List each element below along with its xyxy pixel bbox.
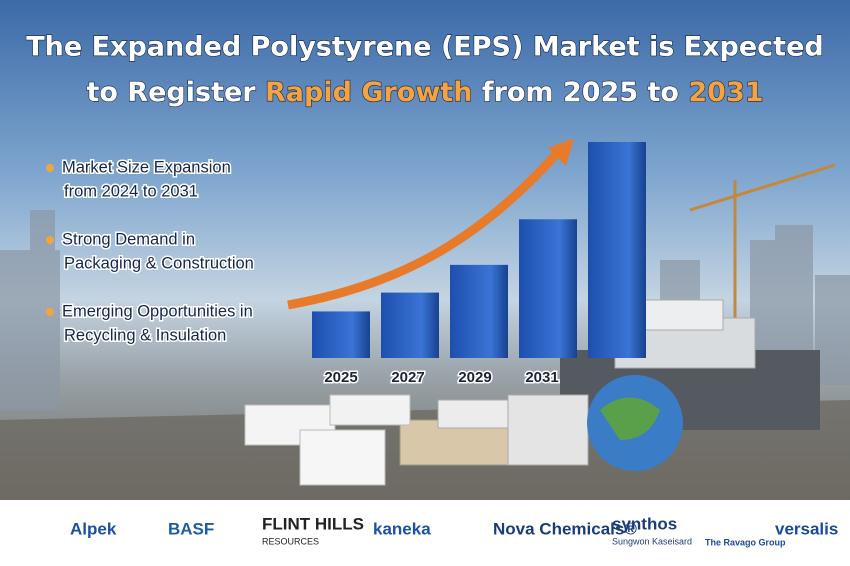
logo-subtext: RESOURCES xyxy=(262,536,319,546)
eps-blocks xyxy=(244,299,820,486)
title-line: to Register Rapid Growth from 2025 to 20… xyxy=(86,77,763,108)
x-tick-label: 2031 xyxy=(525,369,558,386)
title-segment: from 2025 to xyxy=(472,77,688,108)
bullet-text: Packaging & Construction xyxy=(64,254,254,272)
arrow-head xyxy=(548,138,574,166)
logo-text: BASF xyxy=(168,519,214,538)
logo-text: FLINT HILLS xyxy=(262,514,364,533)
bar xyxy=(312,311,370,358)
logo-text: versalis xyxy=(775,519,838,538)
logo-bar xyxy=(0,500,850,566)
bullet-dot xyxy=(46,236,54,244)
bullet-text: Recycling & Insulation xyxy=(64,326,226,344)
bar xyxy=(450,264,508,358)
crane xyxy=(689,163,836,320)
bullet-text: Emerging Opportunities in xyxy=(62,302,253,320)
bar-chart: 2025 2027 2029 2031 xyxy=(312,141,646,387)
logos: Alpek BASF FLINT HILLS RESOURCES kaneka Nova … xyxy=(70,514,838,547)
logo-text: Nova Chemicals® xyxy=(493,519,637,538)
bullet-text: from 2024 to 2031 xyxy=(64,182,198,200)
bullet-list: Market Size Expansion from 2024 to 2031 St… xyxy=(46,157,255,346)
bullet-text: Market Size Expansion xyxy=(62,158,231,176)
bullet-text: Strong Demand in xyxy=(62,230,195,248)
x-tick-label: 2025 xyxy=(324,369,357,386)
logo-text: The Ravago Group xyxy=(705,537,786,547)
logo-text: Alpek xyxy=(70,519,117,538)
bullet-dot xyxy=(46,308,54,316)
title-segment: to Register xyxy=(86,77,265,108)
bar xyxy=(519,219,577,358)
title-line: The Expanded Polystyrene (EPS) Market is… xyxy=(26,32,823,63)
bullet-dot xyxy=(46,164,54,172)
logo-text: synthos xyxy=(612,514,677,533)
title-segment: Rapid Growth xyxy=(265,77,472,108)
bar xyxy=(588,141,646,358)
growth-arrow xyxy=(287,147,564,310)
title-segment: 2031 xyxy=(688,77,763,108)
x-tick-label: 2029 xyxy=(458,369,491,386)
x-tick-label: 2027 xyxy=(391,369,424,386)
logo-text: kaneka xyxy=(373,519,431,538)
bar xyxy=(381,292,439,358)
logo-subtext: Sungwon Kaseisard xyxy=(612,536,692,546)
